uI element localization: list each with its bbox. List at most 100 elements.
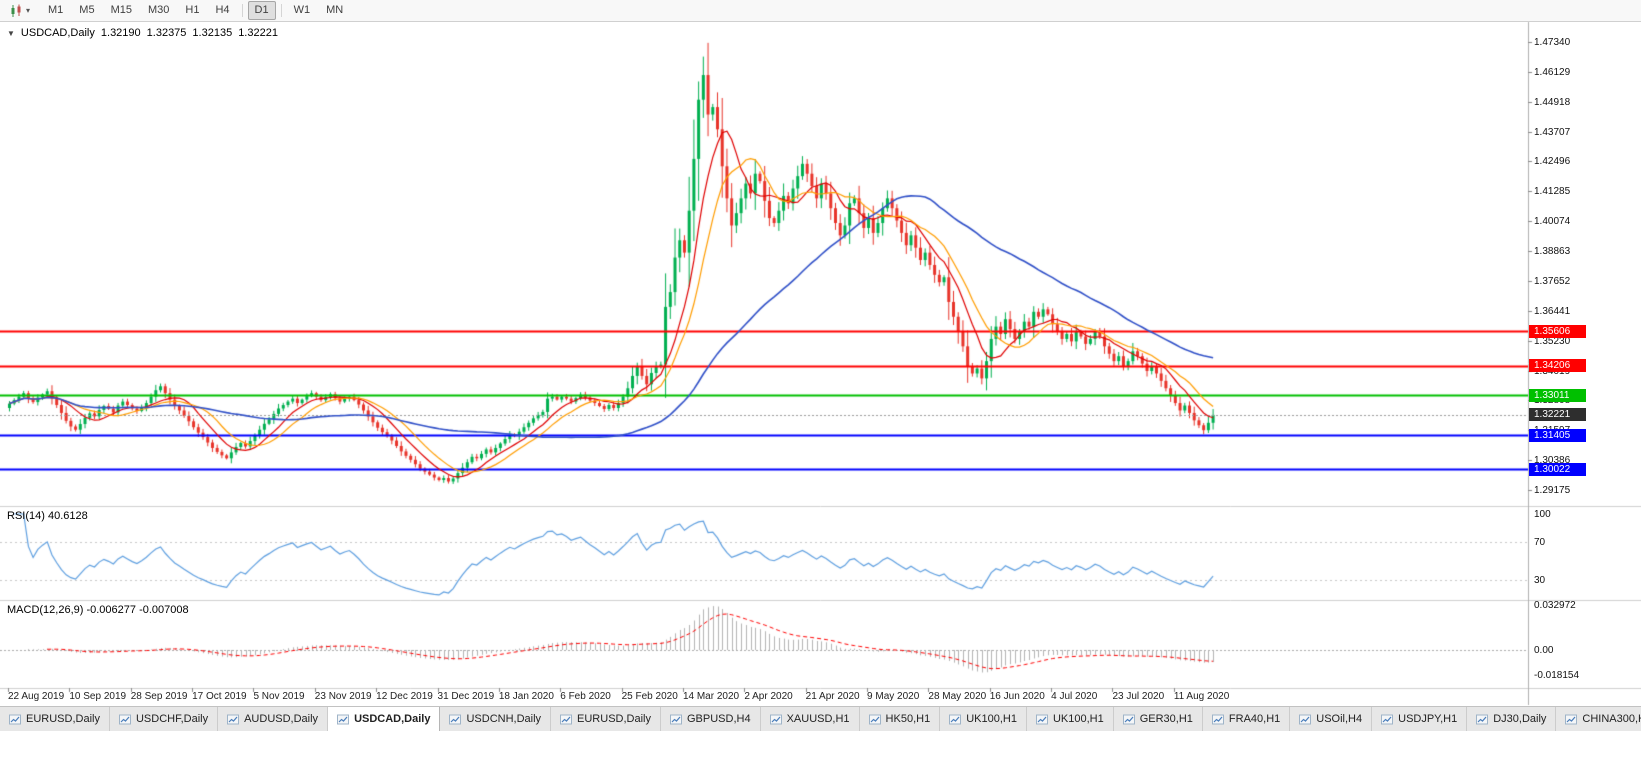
chart-tab-china300-h1[interactable]: CHINA300,H1	[1556, 707, 1641, 731]
chart-tab-xauusd-h1[interactable]: XAUUSD,H1	[760, 707, 860, 731]
timeframe-buttons: M1 M5 M15 M30 H1 H4 D1 W1 MN	[40, 0, 351, 21]
tab-label: GBPUSD,H4	[687, 713, 751, 725]
date-axis-label: 2 Apr 2020	[744, 691, 793, 702]
price-axis-label: 1.47340	[1534, 37, 1571, 48]
price-axis-label: 1.38863	[1534, 246, 1571, 258]
chart-tab-dj30-daily[interactable]: DJ30,Daily	[1467, 707, 1557, 731]
chart-tab-usdchf-daily[interactable]: USDCHF,Daily	[109, 707, 219, 731]
chart-header: ▼ USDCAD,Daily 1.32190 1.32375 1.32135 1…	[7, 27, 278, 39]
price-axis-label: 1.40074	[1534, 216, 1571, 228]
tab-label: XAUUSD,H1	[786, 713, 850, 725]
timeframe-button-m15[interactable]: M15	[110, 3, 132, 16]
chart-tab-uk100-h1[interactable]: UK100,H1	[1026, 707, 1114, 731]
chart-thumbnail-icon	[1565, 714, 1578, 724]
date-axis-label: 22 Aug 2019	[8, 691, 65, 702]
date-axis-label: 31 Dec 2019	[437, 691, 495, 702]
hline-price-badge: 1.31405	[1529, 428, 1586, 442]
chart-symbol-label: USDCAD,Daily	[20, 27, 95, 39]
ohlc-high: 1.32375	[146, 27, 187, 39]
candlestick-chart-icon	[11, 4, 21, 17]
chart-tab-usdjpy-h1[interactable]: USDJPY,H1	[1372, 707, 1468, 731]
timeframe-button-h4[interactable]: H4	[215, 3, 230, 16]
timeframe-button-w1[interactable]: W1	[293, 3, 311, 16]
collapse-subwindow-icon[interactable]: ▼	[7, 28, 15, 38]
tab-label: DJ30,Daily	[1493, 713, 1547, 725]
chart-tab-usdcad-daily[interactable]: USDCAD,Daily	[328, 707, 441, 731]
price-axis-label: 1.46129	[1534, 66, 1571, 78]
timeframe-button-m5[interactable]: M5	[79, 3, 95, 16]
chart-thumbnail-icon	[1381, 714, 1394, 724]
chart-tab-eurusd-daily[interactable]: EURUSD,Daily	[0, 707, 110, 731]
tab-label: EURUSD,Daily	[577, 713, 651, 725]
chart-thumbnail-icon	[1035, 714, 1048, 724]
tab-label: USDCNH,Daily	[466, 713, 542, 725]
tab-label: AUDUSD,Daily	[244, 713, 319, 725]
tab-label: USDCAD,Daily	[354, 713, 431, 725]
chart-tab-gbpusd-h4[interactable]: GBPUSD,H4	[661, 707, 761, 731]
tab-label: EURUSD,Daily	[26, 713, 100, 725]
timeframe-button-h1[interactable]: H1	[185, 3, 200, 16]
tab-label: USOil,H4	[1316, 713, 1363, 725]
rsi-indicator-label: RSI(14) 40.6128	[7, 510, 88, 522]
chart-type-selector[interactable]: ▾	[5, 3, 34, 19]
date-axis-label: 28 May 2020	[928, 691, 987, 702]
chevron-down-icon: ▾	[26, 5, 31, 15]
chart-tab-eurusd-daily[interactable]: EURUSD,Daily	[551, 707, 661, 731]
price-axis-label: 1.44918	[1534, 96, 1571, 108]
timeframe-button-m30[interactable]: M30	[147, 3, 170, 16]
ohlc-low: 1.32135	[192, 27, 233, 39]
price-axis-label: 1.30386	[1534, 455, 1571, 467]
date-axis-label: 6 Feb 2020	[560, 691, 611, 702]
chart-thumbnail-icon	[670, 714, 682, 724]
macd-axis-label: 0.00	[1534, 645, 1554, 656]
date-axis-label: 28 Sep 2019	[130, 691, 188, 702]
date-axis-label: 5 Nov 2019	[253, 691, 305, 702]
date-axis-label: 9 May 2020	[867, 691, 920, 702]
date-axis-label: 17 Oct 2019	[192, 691, 247, 702]
toolbar-separator	[280, 4, 282, 17]
hline-price-badge: 1.30022	[1529, 462, 1586, 476]
chart-thumbnail-icon	[868, 714, 881, 724]
chart-thumbnail-icon	[1211, 714, 1224, 724]
chart-tab-fra40-h1[interactable]: FRA40,H1	[1202, 707, 1291, 731]
chart-tab-usoil-h4[interactable]: USOil,H4	[1290, 707, 1373, 731]
chart-thumbnail-icon	[1122, 714, 1135, 724]
chart-tab-uk100-h1[interactable]: UK100,H1	[940, 707, 1027, 731]
price-axis-label: 1.35230	[1534, 335, 1571, 347]
date-axis-label: 4 Jul 2020	[1051, 691, 1098, 702]
price-axis-label: 1.42496	[1534, 156, 1571, 168]
chart-tab-ger30-h1[interactable]: GER30,H1	[1113, 707, 1203, 731]
timeframe-button-mn[interactable]: MN	[326, 3, 344, 16]
top-toolbar: ▾ M1 M5 M15 M30 H1 H4 D1 W1 MN	[0, 0, 1641, 22]
date-axis-label: 21 Apr 2020	[805, 691, 860, 702]
rsi-axis-label: 30	[1534, 575, 1546, 586]
timeframe-button-m1[interactable]: M1	[48, 3, 64, 16]
date-axis-label: 10 Sep 2019	[69, 691, 127, 702]
chart-thumbnail-icon	[1476, 714, 1489, 724]
price-chart-canvas[interactable]	[0, 0, 1641, 706]
macd-axis-label: 0.032972	[1534, 600, 1576, 611]
tab-label: USDJPY,H1	[1398, 713, 1458, 725]
date-axis-label: 11 Aug 2020	[1173, 691, 1230, 702]
tab-label: HK50,H1	[885, 713, 931, 725]
tab-label: FRA40,H1	[1228, 713, 1281, 725]
chart-tab-bar: EURUSD,Daily USDCHF,Daily AUDUSD,Daily USDC…	[0, 706, 1641, 731]
timeframe-button-d1[interactable]: D1	[247, 0, 276, 21]
chart-tab-usdcnh-daily[interactable]: USDCNH,Daily	[440, 707, 552, 731]
hline-price-badge: 1.35606	[1529, 324, 1586, 338]
chart-thumbnail-icon	[118, 714, 131, 724]
hline-price-badge: 1.34206	[1529, 359, 1586, 373]
tab-label: GER30,H1	[1139, 713, 1193, 725]
date-axis-label: 12 Dec 2019	[376, 691, 433, 702]
chart-thumbnail-icon	[449, 714, 462, 724]
ohlc-open: 1.32190	[100, 27, 141, 39]
chart-thumbnail-icon	[949, 714, 962, 724]
chart-tab-audusd-daily[interactable]: AUDUSD,Daily	[218, 707, 329, 731]
price-axis-label: 1.29175	[1534, 485, 1571, 496]
macd-axis-label: -0.018154	[1534, 670, 1580, 682]
chart-thumbnail-icon	[560, 714, 573, 724]
current-price-badge: 1.32221	[1529, 408, 1586, 422]
tab-label: CHINA300,H1	[1582, 713, 1641, 725]
date-axis-label: 23 Jul 2020	[1112, 691, 1165, 702]
chart-tab-hk50-h1[interactable]: HK50,H1	[859, 707, 941, 731]
